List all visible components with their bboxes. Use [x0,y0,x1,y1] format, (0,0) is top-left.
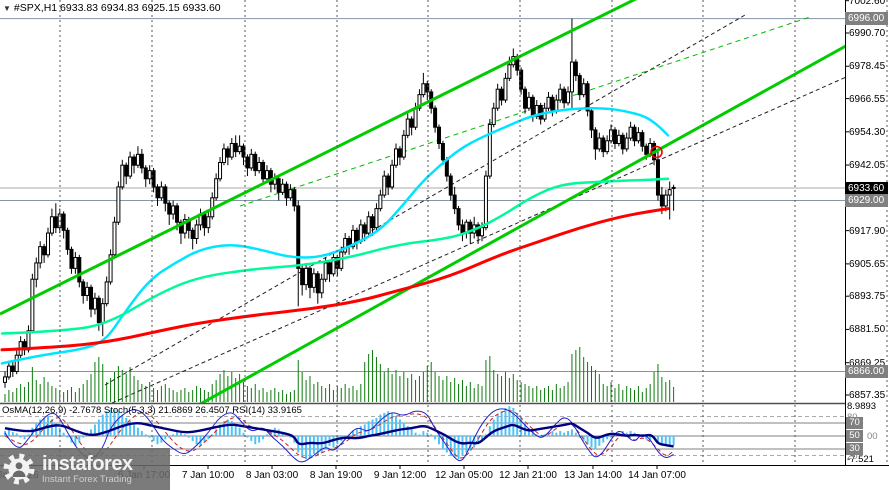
price-tick-label: 6869.25 [849,357,886,369]
price-tick-label: 7002.60 [849,0,886,7]
trend-dashed-black-2 [111,76,845,403]
sub-level-badge: 50 [846,430,863,442]
sub-level-label: 20 [847,450,858,462]
price-tick-label: 6942.05 [849,160,886,172]
ma-mid [0,177,670,335]
trend-dashed-black [104,14,746,386]
indicator-values-label: OsMA(12,26,9) -2.7678 Stoch(5,3,3) 21.68… [2,405,302,416]
time-tick-label: 8 Jan 19:00 [309,470,363,481]
time-tick-label: 13 Jan 14:00 [564,470,622,481]
time-tick-label: 14 Jan 07:00 [628,470,686,481]
price-tick-label: 6978.45 [849,61,886,73]
main-panel [0,0,845,403]
time-tick-label: 7 Jan 10:00 [181,470,235,481]
broker-watermark: instaforex Instant Forex Trading [0,448,170,490]
ma-slow [0,207,670,352]
time-tick-label: 12 Jan 05:00 [435,470,493,481]
ma-fast [0,106,670,365]
price-tick-label: 6905.65 [849,258,886,270]
brand-name: instaforex [42,452,133,475]
time-tick-label: 9 Jan 12:00 [373,470,427,481]
price-tick-label: 6893.75 [849,291,886,303]
level-price-badge: 6929.00 [845,193,888,207]
osma-max-label: 8.9893 [847,401,877,412]
stoch-d-line [4,410,674,459]
level-price-badge: 6866.00 [845,365,888,379]
chevron-down-icon[interactable]: ▼ [3,4,11,13]
symbol-period-label: #SPX,H1 [13,2,58,14]
time-tick-label: 8 Jan 03:00 [245,470,299,481]
price-tick-label: 6954.30 [849,126,886,138]
price-tick-label: 6917.90 [849,225,886,237]
stoch-k-line [4,408,674,463]
price-tick-label: 6857.35 [849,390,886,401]
ohlc-values: 6933.83 6934.83 6925.15 6933.60 [60,2,221,14]
price-tick-label: 6881.50 [849,324,886,336]
sell-marker-icon [650,145,663,159]
instaforex-logo-icon [3,453,35,485]
rsi-line [4,422,674,448]
sub-level-badge: 30 [846,443,863,455]
price-tick-label: 6990.70 [849,28,886,39]
brand-tagline: Instant Forex Trading [42,473,132,485]
channel-lower [198,44,845,403]
candles [3,18,676,388]
current-price-badge: 6933.60 [845,181,888,195]
level-price-badge: 6996.00 [845,12,888,26]
channel-upper [0,0,638,316]
sub-level-label: 00 [867,431,878,442]
sub-level-badge: 70 [846,417,863,429]
osma-min-label: -7.521 [847,454,874,465]
time-tick-label: 12 Jan 21:00 [499,470,557,481]
symbol-title: ▼ #SPX,H1 6933.83 6934.83 6925.15 6933.60 [3,2,221,14]
price-tick-label: 6966.55 [849,93,886,105]
